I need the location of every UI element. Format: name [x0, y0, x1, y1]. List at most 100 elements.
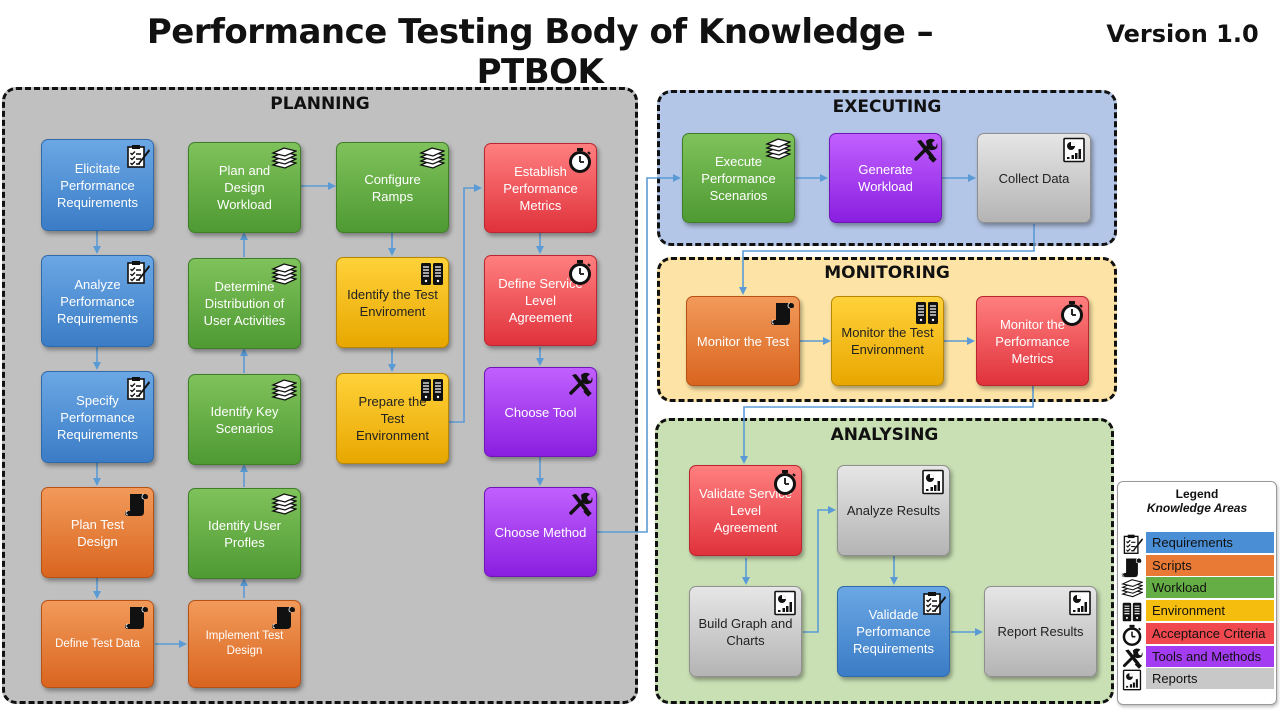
- tools-icon: [567, 491, 593, 517]
- legend-item: Scripts: [1118, 554, 1276, 577]
- legend-item-label: Workload: [1146, 577, 1274, 599]
- box-label: Monitor the Test: [696, 333, 790, 349]
- report-icon: [1121, 669, 1143, 691]
- arrow: [740, 386, 1034, 464]
- box-label: Elicitate Performance Requirements: [57, 160, 138, 210]
- legend-item: Environment: [1118, 600, 1276, 622]
- box-label: Identify the Test Enviroment: [347, 286, 438, 319]
- scroll-icon: [124, 491, 150, 517]
- box-label: Generate Workload: [858, 162, 913, 194]
- legend-item-label: Scripts: [1146, 554, 1274, 576]
- box-label: Choose Method: [494, 524, 587, 540]
- box-plan-design-workload: Plan and Design Workload: [188, 142, 301, 233]
- scroll-icon: [124, 604, 150, 630]
- diagram-title: Performance Testing Body of Knowledge – …: [146, 12, 934, 92]
- server-icon: [914, 300, 940, 326]
- report-icon: [920, 469, 946, 495]
- stack-icon: [271, 378, 298, 404]
- box-identify-key-scenarios: Identify Key Scenarios: [188, 374, 301, 465]
- stopwatch-icon: [1121, 624, 1143, 646]
- scroll-icon: [271, 604, 297, 630]
- box-plan-test-design: Plan Test Design: [41, 487, 154, 578]
- server-icon: [1121, 601, 1143, 622]
- tools-icon: [567, 371, 593, 397]
- scroll-icon: [770, 300, 796, 326]
- box-label: Prepare the Test Environment: [356, 394, 429, 443]
- box-collect-data: Collect Data: [977, 133, 1091, 223]
- legend: Legend Knowledge Areas Requirements Scrip…: [1117, 481, 1277, 705]
- executing-title: EXECUTING: [832, 97, 942, 117]
- legend-item-label: Tools and Methods: [1146, 645, 1274, 667]
- arrow: [803, 506, 836, 633]
- box-define-sla: Define Service Level Agreement: [484, 255, 597, 346]
- checklist-icon: [920, 590, 946, 616]
- box-monitor-env: Monitor the Test Environment: [831, 296, 944, 386]
- box-label: Build Graph and Charts: [698, 615, 793, 648]
- version-label: Version 1.0: [1106, 20, 1259, 48]
- box-label: Identify User Profles: [208, 517, 281, 550]
- box-monitor-test: Monitor the Test: [686, 296, 800, 386]
- box-monitor-metrics: Monitor the Performance Metrics: [976, 296, 1089, 386]
- box-label: Analyze Performance Requirements: [57, 276, 138, 326]
- checklist-icon: [124, 143, 150, 169]
- legend-item: Acceptance Criteria: [1118, 622, 1276, 646]
- box-label: Monitor the Test Environment: [841, 325, 934, 357]
- box-label: Implement Test Design: [205, 630, 284, 657]
- box-label: Choose Tool: [504, 404, 577, 420]
- legend-item: Requirements: [1118, 532, 1276, 554]
- box-label: Plan and Design Workload: [217, 163, 272, 212]
- legend-item-label: Requirements: [1146, 532, 1274, 553]
- box-label: Plan Test Design: [70, 516, 125, 549]
- box-specify: Specify Performance Requirements: [41, 371, 154, 463]
- box-label: Determine Distribution of User Activitie…: [203, 279, 286, 328]
- box-choose-tool: Choose Tool: [484, 367, 597, 457]
- box-determine-distribution: Determine Distribution of User Activitie…: [188, 258, 301, 349]
- stack-icon: [271, 262, 298, 288]
- arrow: [449, 184, 482, 423]
- report-icon: [1061, 137, 1087, 163]
- stopwatch-icon: [1059, 300, 1085, 326]
- legend-item-label: Acceptance Criteria: [1146, 622, 1274, 644]
- legend-item-label: Environment: [1146, 600, 1274, 622]
- box-label: Collect Data: [998, 170, 1070, 186]
- box-analyze-req: Analyze Performance Requirements: [41, 255, 154, 347]
- box-validate-sla: Validate Service Level Agreement: [689, 465, 802, 556]
- legend-item-label: Reports: [1146, 668, 1274, 690]
- checklist-icon: [124, 375, 150, 401]
- box-analyze-results: Analyze Results: [837, 465, 950, 556]
- stopwatch-icon: [772, 469, 798, 495]
- checklist-icon: [124, 259, 150, 285]
- box-validade-req: Validade Performance Requirements: [837, 586, 950, 677]
- box-define-test-data: Define Test Data: [41, 600, 154, 688]
- checklist-icon: [1121, 533, 1143, 554]
- legend-title: Legend: [1175, 487, 1219, 501]
- stopwatch-icon: [567, 259, 593, 285]
- box-implement-test-design: Implement Test Design: [188, 600, 301, 688]
- box-label: Identify Key Scenarios: [210, 403, 279, 436]
- stack-icon: [1121, 578, 1144, 598]
- arrow: [596, 174, 681, 533]
- box-elicitate: Elicitate Performance Requirements: [41, 139, 154, 231]
- box-label: Specify Performance Requirements: [57, 392, 138, 442]
- box-label: Execute Performance Scenarios: [701, 153, 776, 203]
- tools-icon: [912, 137, 938, 163]
- report-icon: [1067, 590, 1093, 616]
- box-label: Configure Ramps: [364, 171, 421, 204]
- box-identify-test-env: Identify the Test Enviroment: [336, 257, 449, 348]
- stack-icon: [271, 146, 298, 172]
- box-build-graph: Build Graph and Charts: [689, 586, 802, 677]
- stack-icon: [419, 146, 446, 172]
- analysing-title: ANALYSING: [830, 425, 939, 445]
- stopwatch-icon: [567, 147, 593, 173]
- planning-title: PLANNING: [270, 94, 370, 114]
- box-label: Validade Performance Requirements: [853, 607, 934, 656]
- box-report-results: Report Results: [984, 586, 1097, 677]
- report-icon: [772, 590, 798, 616]
- box-label: Validate Service Level Agreement: [699, 486, 792, 535]
- box-identify-user-profiles: Identify User Profles: [188, 488, 301, 579]
- box-label: Analyze Results: [846, 503, 941, 518]
- box-establish-metrics: Establish Performance Metrics: [484, 143, 597, 233]
- legend-item: Reports: [1118, 668, 1276, 691]
- box-label: Establish Performance Metrics: [503, 163, 578, 213]
